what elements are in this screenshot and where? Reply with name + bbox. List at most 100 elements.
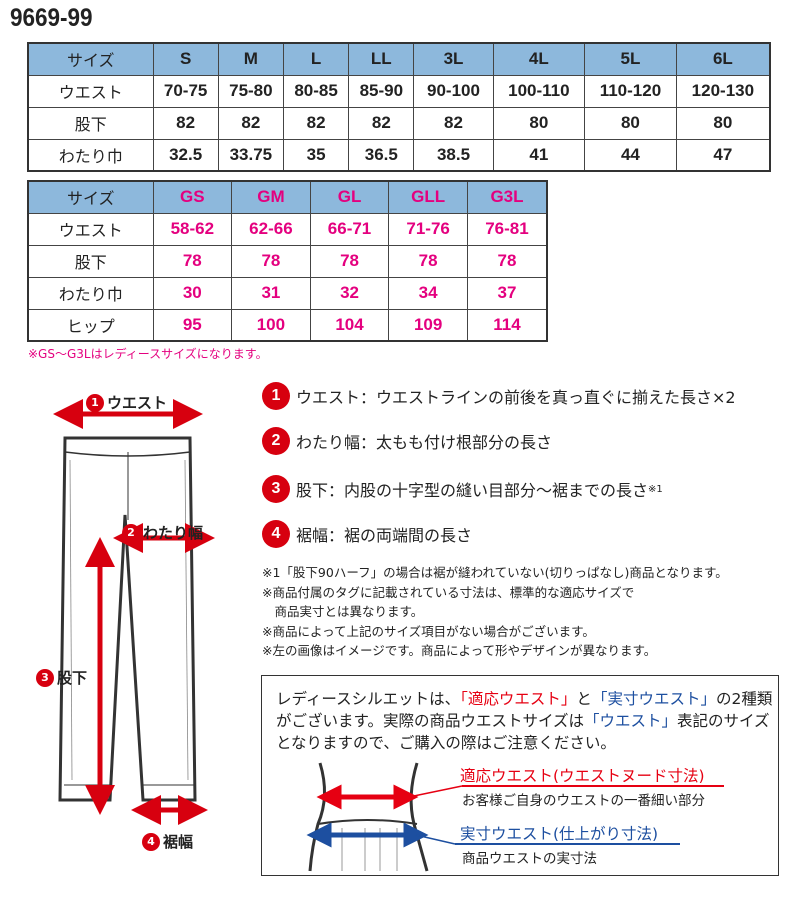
table-cell: 35 [282, 138, 350, 172]
table-cell: 66-71 [309, 212, 390, 246]
legend-item: 3 股下：内股の十字型の縫い目部分～裾までの長さ ※1 [262, 475, 663, 503]
table-cell: 80 [492, 106, 586, 140]
table-cell: 44 [584, 138, 677, 172]
table-cell: 85-90 [348, 74, 415, 108]
diagram-label-thigh: 2 わたり幅 [122, 522, 203, 543]
row-label: ウエスト [27, 212, 154, 246]
table-cell: 37 [466, 276, 548, 310]
table-cell: 36.5 [348, 138, 415, 172]
table-cell: L [282, 42, 350, 76]
table-cell: 34 [388, 276, 468, 310]
table-cell: 82 [152, 106, 219, 140]
diagram-label-inseam: 3 股下 [36, 667, 87, 688]
table-cell: 80 [584, 106, 677, 140]
table-cell: 104 [309, 308, 390, 342]
table-cell: 71-76 [388, 212, 468, 246]
table-cell: 82 [282, 106, 350, 140]
table-row: 股下 82 82 82 82 82 80 80 80 [27, 106, 771, 140]
diagram-label-hem: 4 裾幅 [142, 831, 193, 852]
table-cell: 47 [675, 138, 771, 172]
table-cell: 76-81 [466, 212, 548, 246]
table-cell: 58-62 [152, 212, 233, 246]
table-cell: 3L [413, 42, 494, 76]
table-cell: GL [309, 180, 390, 214]
table-cell: 32 [309, 276, 390, 310]
table-cell: 32.5 [152, 138, 219, 172]
table-cell: G3L [466, 180, 548, 214]
table-row: 股下 78 78 78 78 78 [27, 244, 548, 278]
table-cell: 31 [231, 276, 311, 310]
row-label: わたり巾 [27, 138, 154, 172]
notes: ※1「股下90ハーフ」の場合は裾が縫われていない(切りっぱなし)商品となります。… [262, 563, 728, 661]
note: ※1「股下90ハーフ」の場合は裾が縫われていない(切りっぱなし)商品となります。 [262, 565, 728, 580]
table-cell: 100-110 [492, 74, 586, 108]
actual-waist-desc: 商品ウエストの実寸法 [462, 851, 597, 867]
table-row: ヒップ 95 100 104 109 114 [27, 308, 548, 342]
ladies-size-note: ※GS～G3Lはレディースサイズになります。 [28, 347, 268, 361]
fit-waist-label: 適応ウエスト(ウエストヌード寸法) [460, 767, 705, 785]
table-header-row: サイズ GS GM GL GLL G3L [27, 180, 548, 214]
product-code: 9669-99 [10, 4, 93, 32]
table-row: わたり巾 32.5 33.75 35 36.5 38.5 41 44 47 [27, 138, 771, 172]
row-label: わたり巾 [27, 276, 154, 310]
table-cell: S [152, 42, 219, 76]
legend-item: 4 裾幅：裾の両端間の長さ [262, 520, 472, 548]
table-cell: M [217, 42, 284, 76]
table-cell: 41 [492, 138, 586, 172]
row-label: サイズ [27, 180, 154, 214]
table-header-row: サイズ S M L LL 3L 4L 5L 6L [27, 42, 771, 76]
fit-waist-desc: お客様ご自身のウエストの一番細い部分 [462, 793, 705, 809]
pants-diagram [53, 399, 215, 825]
table-cell: 30 [152, 276, 233, 310]
table-cell: LL [348, 42, 415, 76]
table-row: ウエスト 58-62 62-66 66-71 71-76 76-81 [27, 212, 548, 246]
table-cell: 100 [231, 308, 311, 342]
row-label: 股下 [27, 106, 154, 140]
table-cell: GLL [388, 180, 468, 214]
table-cell: 4L [492, 42, 586, 76]
diagram-label-waist: 1 ウエスト [86, 392, 167, 413]
legend-item: 2 わたり幅：太もも付け根部分の長さ [262, 427, 552, 455]
note: ※左の画像はイメージです。商品によって形やデザインが異なります。 [262, 643, 657, 658]
table-cell: 78 [152, 244, 233, 278]
row-label: サイズ [27, 42, 154, 76]
waist-diagram [306, 762, 724, 872]
table-cell: 95 [152, 308, 233, 342]
table-row: ウエスト 70-75 75-80 80-85 85-90 90-100 100-110 110… [27, 74, 771, 108]
table-cell: 78 [231, 244, 311, 278]
row-label: ヒップ [27, 308, 154, 342]
actual-waist-label: 実寸ウエスト(仕上がり寸法) [460, 825, 659, 843]
table-cell: 90-100 [413, 74, 494, 108]
table-cell: 62-66 [231, 212, 311, 246]
note: ※商品によって上記のサイズ項目がない場合がございます。 [262, 623, 595, 639]
table-cell: 82 [413, 106, 494, 140]
size-table-mens: サイズ S M L LL 3L 4L 5L 6L ウエスト 70-75 75-80 80-85 85-9… [27, 42, 771, 172]
table-cell: 6L [675, 42, 771, 76]
table-cell: 82 [348, 106, 415, 140]
ladies-waist-info-box: レディースシルエットは、「適応ウエスト」と「実寸ウエスト」の2種類がございます。… [261, 675, 779, 876]
table-cell: 78 [388, 244, 468, 278]
table-cell: 82 [217, 106, 284, 140]
table-cell: 75-80 [217, 74, 284, 108]
table-cell: 70-75 [152, 74, 219, 108]
table-cell: GS [152, 180, 233, 214]
table-cell: 38.5 [413, 138, 494, 172]
table-cell: 78 [466, 244, 548, 278]
table-cell: 33.75 [217, 138, 284, 172]
table-row: わたり巾 30 31 32 34 37 [27, 276, 548, 310]
table-cell: 110-120 [584, 74, 677, 108]
table-cell: 5L [584, 42, 677, 76]
table-cell: 80 [675, 106, 771, 140]
row-label: 股下 [27, 244, 154, 278]
row-label: ウエスト [27, 74, 154, 108]
table-cell: 109 [388, 308, 468, 342]
note: 商品実寸とは異なります。 [262, 604, 424, 619]
info-text: レディースシルエットは、「適応ウエスト」と「実寸ウエスト」の2種類がございます。… [276, 690, 773, 752]
size-table-ladies: サイズ GS GM GL GLL G3L ウエスト 58-62 62-66 66-71 71-76… [27, 180, 548, 342]
table-cell: 114 [466, 308, 548, 342]
note: ※商品付属のタグに記載されている寸法は、標準的な適応サイズで [262, 584, 635, 600]
table-cell: 80-85 [282, 74, 350, 108]
legend-item: 1 ウエスト：ウエストラインの前後を真っ直ぐに揃えた長さ×2 [262, 382, 736, 410]
table-cell: 120-130 [675, 74, 771, 108]
table-cell: 78 [309, 244, 390, 278]
